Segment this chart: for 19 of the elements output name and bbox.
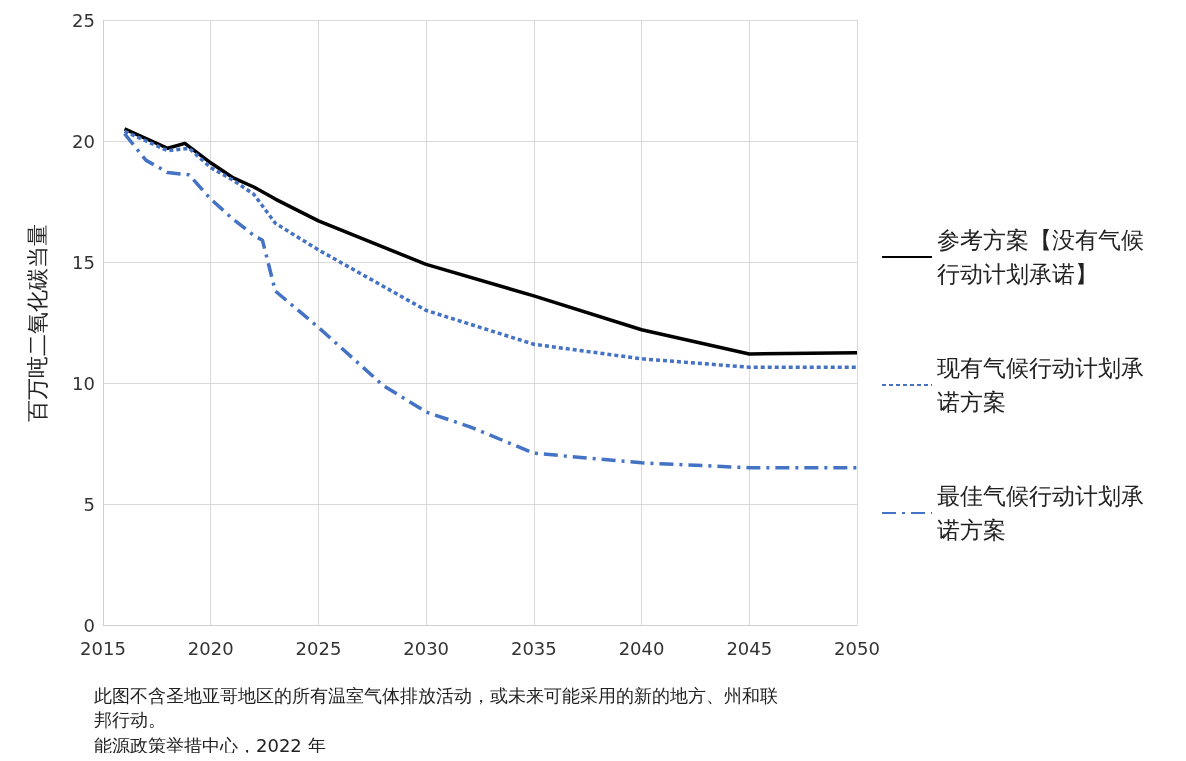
- x-tick-label: 2015: [80, 637, 126, 659]
- legend-label: 参考方案【没有气候行动计划承诺】: [937, 227, 1144, 287]
- x-tick-label: 2035: [510, 637, 557, 659]
- x-tick-label: 2025: [295, 637, 342, 659]
- y-axis-title: 百万吨二氧化碳当量: [24, 223, 50, 422]
- legend-label: 现有气候行动计划承诺方案: [937, 355, 1144, 415]
- x-tick-label: 2045: [726, 637, 773, 659]
- legend-label: 最佳气候行动计划承诺方案: [937, 483, 1144, 543]
- x-tick-label: 2030: [403, 637, 450, 659]
- y-tick-label: 5: [83, 493, 95, 515]
- x-tick-label: 2040: [618, 637, 665, 659]
- y-tick-label: 25: [72, 9, 95, 31]
- x-tick-label: 2020: [187, 637, 234, 659]
- text: 此图不含圣地亚哥地区的所有温室气体排放活动，或未来可能采用的新的地方、州和联邦行动。: [94, 684, 778, 730]
- y-tick-label: 15: [72, 251, 95, 273]
- y-tick-label: 20: [72, 130, 95, 152]
- y-tick-label: 10: [72, 372, 95, 394]
- y-tick-label: 0: [83, 614, 95, 636]
- x-tick-label: 2050: [834, 637, 880, 659]
